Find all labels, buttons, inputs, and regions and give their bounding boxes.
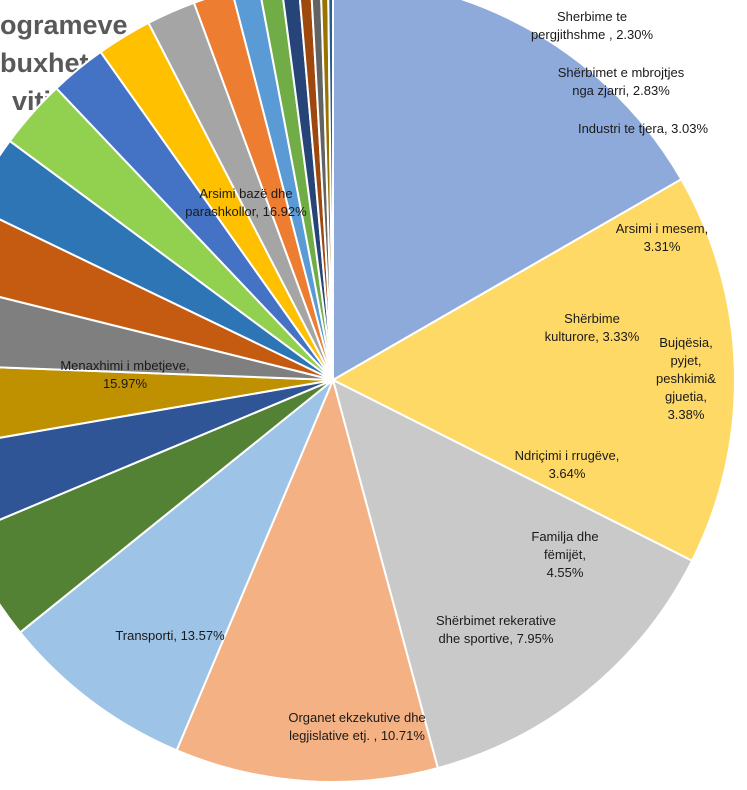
slice-data-label: Shërbimet rekerative dhe sportive, 7.95% [436, 613, 556, 646]
slice-data-label: Transporti, 13.57% [115, 628, 225, 643]
pie-slice [233, 0, 334, 381]
pie-slice [330, 177, 736, 563]
slice-data-label: Arsimi i mesem, 3.31% [616, 221, 708, 254]
pie-slice [0, 379, 334, 521]
slice-data-label: Ndriçimi i rrugëve, 3.64% [515, 448, 620, 481]
pie-slice [0, 379, 334, 634]
pie-slice [282, 0, 334, 381]
pie-slice [327, 0, 334, 381]
slice-data-label: Arsimi bazë dhe parashkollor, 16.92% [185, 186, 307, 219]
pie-slice [175, 376, 440, 783]
slice-data-label: Familja dhe fëmijët, 4.55% [531, 529, 598, 580]
pie-slice [331, 378, 694, 770]
slice-data-label: Industri te tjera, 3.03% [578, 121, 709, 136]
pie-slice [192, 0, 334, 381]
slice-data-label: Shërbime kulturore, 3.33% [545, 311, 640, 344]
pie-slice [0, 366, 334, 439]
slice-data-label: Sherbime te pergjithshme , 2.30% [531, 9, 654, 42]
slice-data-label: Shërbimet e mbrojtjes nga zjarri, 2.83% [558, 65, 685, 98]
pie-slice [298, 0, 334, 381]
pie-slice [310, 0, 334, 381]
pie-slice [260, 0, 334, 381]
pie-slice [320, 0, 334, 381]
pie-slice [332, 0, 683, 382]
slice-data-label: Organet ekzekutive dhe legjislative etj. … [288, 710, 425, 743]
pie-slice [18, 379, 334, 752]
slice-data-label: Menaxhimi i mbetjeve, 15.97% [60, 358, 189, 391]
slice-data-label: Bujqësia, pyjet, peshkimi& gjuetia, 3.38% [656, 335, 716, 422]
